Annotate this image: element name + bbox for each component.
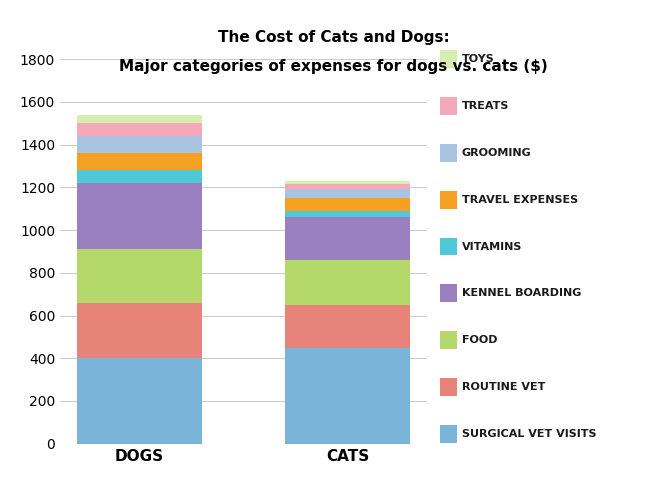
Bar [285,198,410,211]
Text: TOYS: TOYS [462,54,494,64]
Text: The Cost of Cats and Dogs:: The Cost of Cats and Dogs: [217,30,450,44]
Bar [77,183,202,249]
Text: Major categories of expenses for dogs vs. cats ($): Major categories of expenses for dogs vs… [119,59,548,74]
Bar [285,348,410,444]
Text: GROOMING: GROOMING [462,148,532,158]
Bar [285,305,410,348]
Text: VITAMINS: VITAMINS [462,242,522,251]
Text: KENNEL BOARDING: KENNEL BOARDING [462,288,581,298]
Bar [77,170,202,183]
Text: FOOD: FOOD [462,335,497,345]
Bar [285,184,410,189]
Bar [77,303,202,358]
Bar [285,189,410,198]
Bar [77,153,202,170]
Bar [77,358,202,444]
Text: SURGICAL VET VISITS: SURGICAL VET VISITS [462,429,596,439]
Bar [77,115,202,123]
Bar [285,217,410,260]
Text: TREATS: TREATS [462,101,509,111]
Bar [285,260,410,305]
Text: TRAVEL EXPENSES: TRAVEL EXPENSES [462,195,578,205]
Bar [77,123,202,136]
Bar [77,136,202,153]
Bar [285,181,410,184]
Text: ROUTINE VET: ROUTINE VET [462,382,545,392]
Bar [77,249,202,303]
Bar [285,211,410,217]
